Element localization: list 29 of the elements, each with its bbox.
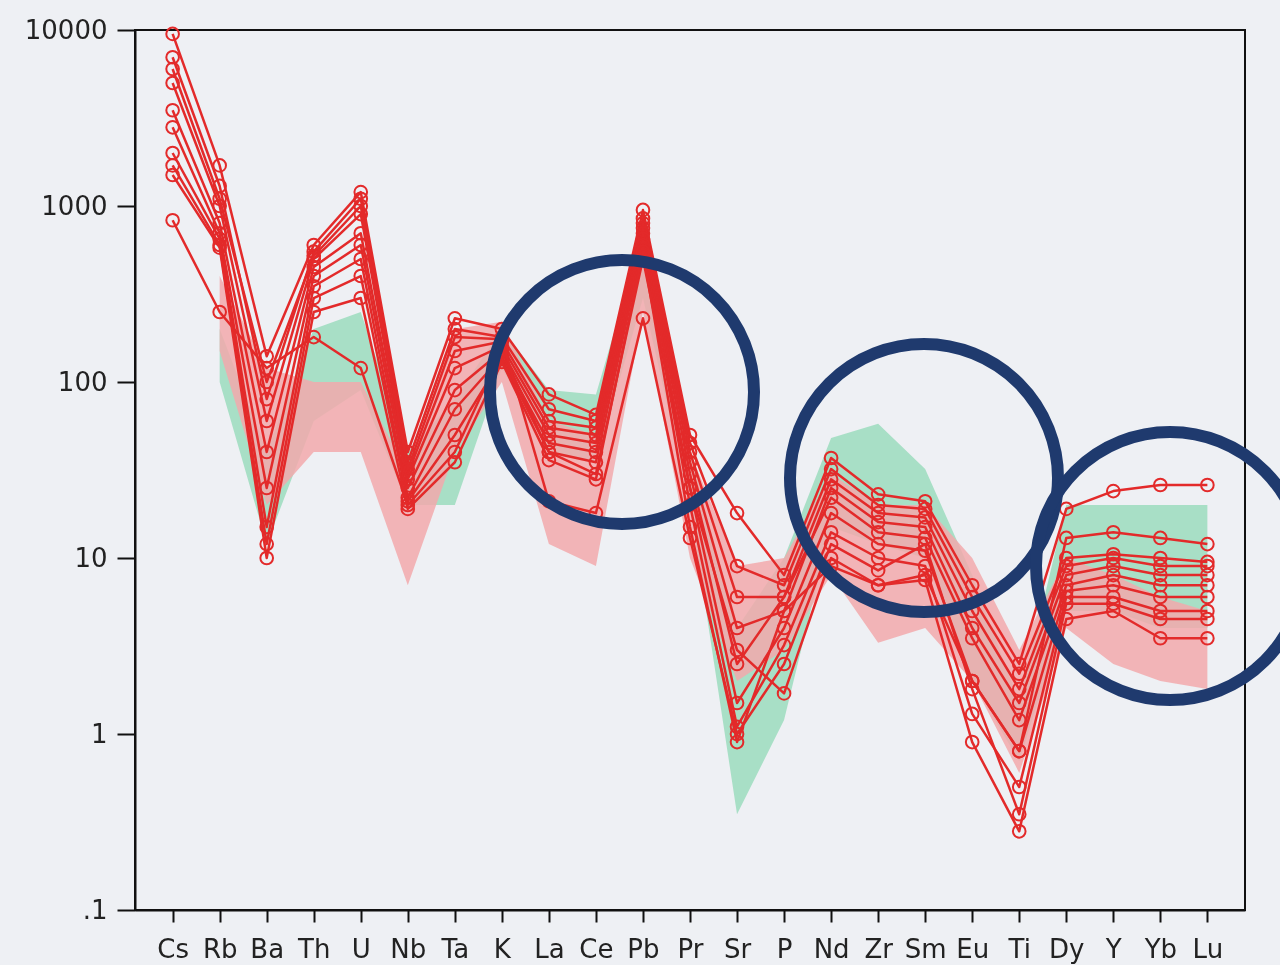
x-tick-label: Zr <box>864 933 894 964</box>
x-tick-label: Sm <box>904 933 947 964</box>
x-tick-label: Ta <box>440 933 470 964</box>
x-tick-label: Ba <box>250 933 285 964</box>
x-tick-label: Pb <box>627 933 660 964</box>
x-tick-label: Yb <box>1143 933 1178 964</box>
x-tick-label: P <box>776 933 793 964</box>
x-tick-label: Rb <box>202 933 238 964</box>
x-tick-label: Ce <box>579 933 614 964</box>
y-tick-label: 1 <box>90 718 108 749</box>
y-tick-label: 10 <box>74 542 108 573</box>
y-tick-label: .1 <box>82 894 108 925</box>
x-tick-label: Nb <box>390 933 427 964</box>
x-tick-label: U <box>351 933 371 964</box>
x-tick-label: Sr <box>723 933 752 964</box>
y-tick-label: 10000 <box>24 14 108 45</box>
x-tick-label: K <box>493 933 512 964</box>
y-tick-label: 100 <box>57 366 108 397</box>
y-tick-label: 1000 <box>41 190 108 221</box>
x-tick-label: Lu <box>1192 933 1224 964</box>
x-tick-label: Pr <box>677 933 704 964</box>
x-tick-label: Th <box>297 933 331 964</box>
x-tick-label: Eu <box>956 933 990 964</box>
x-tick-label: Y <box>1104 933 1122 964</box>
x-tick-label: Nd <box>813 933 850 964</box>
x-tick-label: Ti <box>1007 933 1031 964</box>
x-tick-label: Dy <box>1049 933 1085 964</box>
x-tick-label: Cs <box>157 933 189 964</box>
x-tick-label: La <box>534 933 565 964</box>
